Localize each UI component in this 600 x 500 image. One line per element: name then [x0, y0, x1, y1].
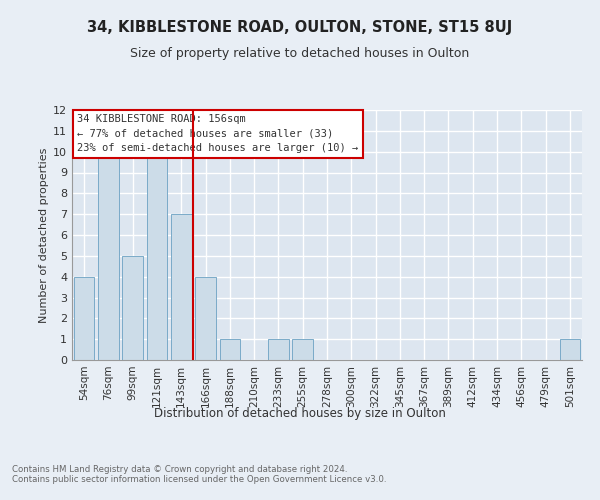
Bar [74, 276, 94, 360]
Text: Distribution of detached houses by size in Oulton: Distribution of detached houses by size … [154, 408, 446, 420]
Text: 34, KIBBLESTONE ROAD, OULTON, STONE, ST15 8UJ: 34, KIBBLESTONE ROAD, OULTON, STONE, ST1… [88, 20, 512, 35]
Bar [146, 152, 167, 360]
Bar [122, 256, 143, 360]
Bar [560, 339, 580, 360]
Bar [195, 276, 216, 360]
Bar [292, 339, 313, 360]
Text: Size of property relative to detached houses in Oulton: Size of property relative to detached ho… [130, 48, 470, 60]
Bar [171, 214, 191, 360]
Text: 34 KIBBLESTONE ROAD: 156sqm
← 77% of detached houses are smaller (33)
23% of sem: 34 KIBBLESTONE ROAD: 156sqm ← 77% of det… [77, 114, 358, 154]
Bar [220, 339, 240, 360]
Y-axis label: Number of detached properties: Number of detached properties [39, 148, 49, 322]
Bar [98, 152, 119, 360]
Text: Contains HM Land Registry data © Crown copyright and database right 2024.
Contai: Contains HM Land Registry data © Crown c… [12, 465, 386, 484]
Bar [268, 339, 289, 360]
